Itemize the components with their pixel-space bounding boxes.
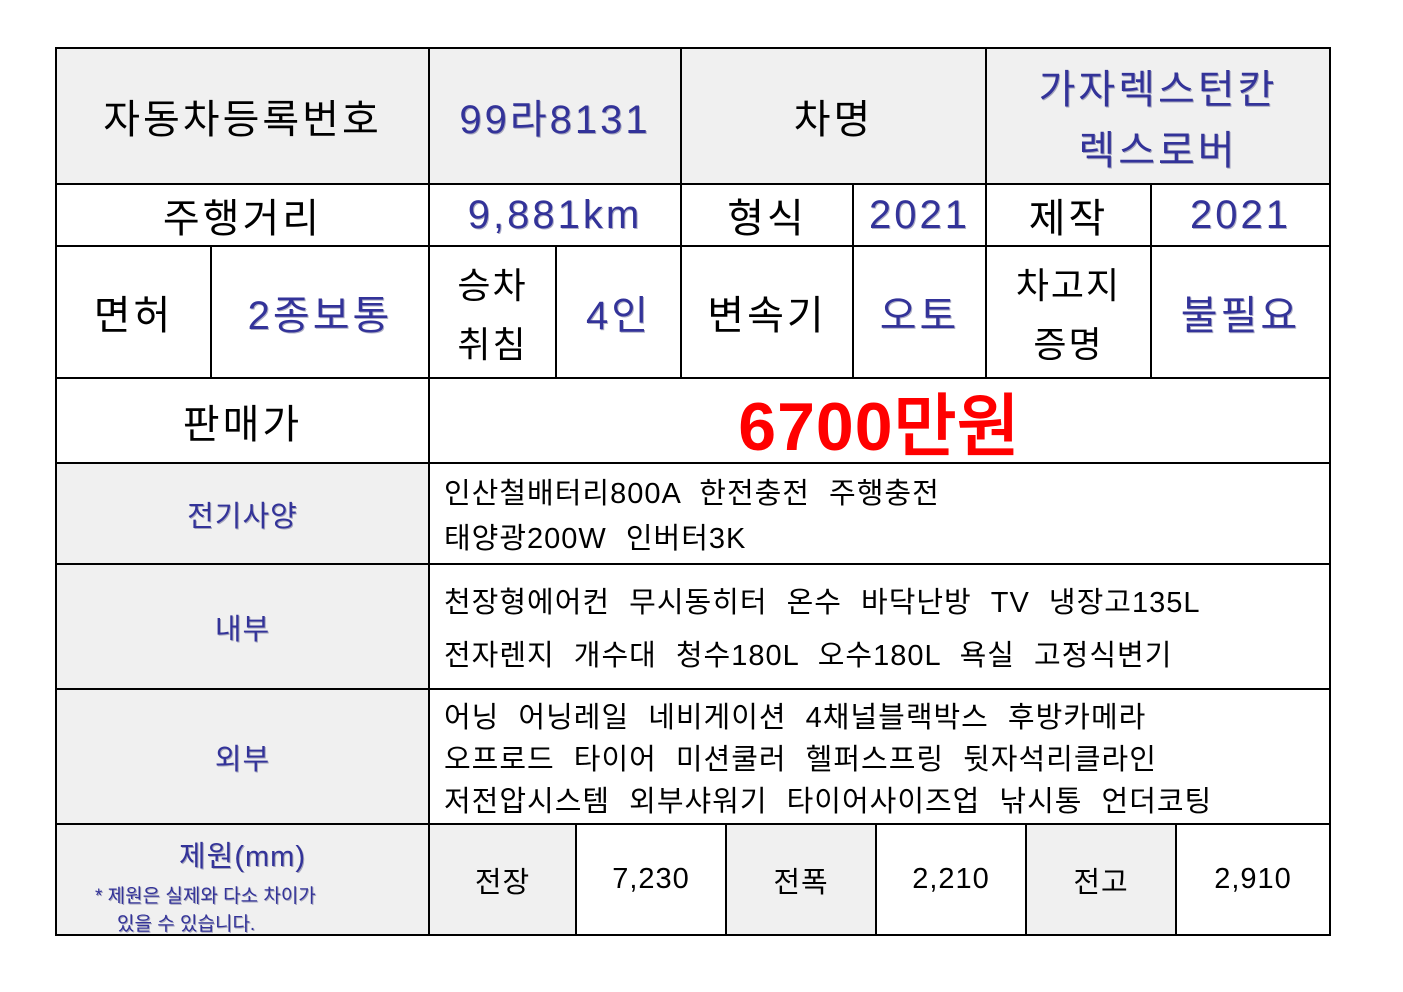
exterior-content: 어닝 어닝레일 네비게이션 4채널블랙박스 후방카메라 오프로드 타이어 미션쿨… xyxy=(430,690,1329,823)
manufacture-year-label: 제작 xyxy=(987,185,1152,245)
row-mileage-year: 주행거리 9,881km 형식 2021 제작 2021 xyxy=(57,185,1329,247)
interior-label: 내부 xyxy=(57,565,430,688)
model-year-value: 2021 xyxy=(854,185,987,245)
dimensions-note-line1: * 제원은 실제와 다소 차이가 xyxy=(95,886,316,907)
electrical-label: 전기사양 xyxy=(57,464,430,563)
row-dimensions: 제원(mm) * 제원은 실제와 다소 차이가 있을 수 있습니다. 전장 7,… xyxy=(57,825,1329,934)
garage-certificate-label: 차고지 증명 xyxy=(987,247,1152,377)
vehicle-spec-sheet: 자동차등록번호 99라8131 차명 가자렉스턴칸 렉스로버 주행거리 9,88… xyxy=(55,47,1331,936)
row-electrical: 전기사양 인산철배터리800A 한전충전 주행충전 태양광200W 인버터3K xyxy=(57,464,1329,565)
dimension-width-label: 전폭 xyxy=(727,825,877,934)
row-exterior: 외부 어닝 어닝레일 네비게이션 4채널블랙박스 후방카메라 오프로드 타이어 … xyxy=(57,690,1329,825)
mileage-value: 9,881km xyxy=(430,185,682,245)
dimension-length-value: 7,230 xyxy=(577,825,727,934)
license-value: 2종보통 xyxy=(212,247,430,377)
registration-value: 99라8131 xyxy=(430,49,682,183)
dimensions-note-line2: 있을 수 있습니다. xyxy=(117,913,256,934)
exterior-line1: 어닝 어닝레일 네비게이션 4채널블랙박스 후방카메라 xyxy=(444,702,1147,734)
interior-content: 천장형에어컨 무시동히터 온수 바닥난방 TV 냉장고135L 전자렌지 개수대… xyxy=(430,565,1329,688)
license-label: 면허 xyxy=(57,247,212,377)
seating-sleeping-value: 4인 xyxy=(557,247,682,377)
mileage-label: 주행거리 xyxy=(57,185,430,245)
dimension-height-label: 전고 xyxy=(1027,825,1177,934)
dimensions-title: 제원(mm) xyxy=(179,841,306,873)
vehicle-name-line1: 가자렉스턴칸 xyxy=(1038,67,1278,112)
transmission-value: 오토 xyxy=(854,247,987,377)
garage-label-line2: 증명 xyxy=(1033,323,1104,365)
electrical-line1: 인산철배터리800A 한전충전 주행충전 xyxy=(444,478,940,511)
transmission-label: 변속기 xyxy=(682,247,854,377)
vehicle-name-value: 가자렉스턴칸 렉스로버 xyxy=(987,49,1329,183)
interior-line2: 전자렌지 개수대 청수180L 오수180L 욕실 고정식변기 xyxy=(444,639,1173,672)
dimension-height-value: 2,910 xyxy=(1214,863,1292,895)
garage-label-line1: 차고지 xyxy=(1015,264,1122,306)
dimension-length-label: 전장 xyxy=(430,825,577,934)
exterior-line3: 저전압시스템 외부샤워기 타이어사이즈업 낚시통 언더코팅 xyxy=(444,786,1213,818)
vehicle-name-label: 차명 xyxy=(682,49,987,183)
exterior-label: 외부 xyxy=(57,690,430,823)
registration-label: 자동차등록번호 xyxy=(57,49,430,183)
interior-line1: 천장형에어컨 무시동히터 온수 바닥난방 TV 냉장고135L xyxy=(444,587,1201,620)
seating-label-line2: 취침 xyxy=(457,323,528,365)
dimension-width-value: 2,210 xyxy=(877,825,1027,934)
exterior-line2: 오프로드 타이어 미션쿨러 헬퍼스프링 뒷자석리클라인 xyxy=(444,744,1157,776)
price-value: 6700만원 xyxy=(738,389,1021,462)
electrical-content: 인산철배터리800A 한전충전 주행충전 태양광200W 인버터3K xyxy=(430,464,1329,563)
row-license-transmission: 면허 2종보통 승차 취침 4인 변속기 오토 차고지 증명 불필요 xyxy=(57,247,1329,379)
dimensions-note: * 제원은 실제와 다소 차이가 있을 수 있습니다. xyxy=(57,883,428,934)
seating-label-line1: 승차 xyxy=(457,264,528,306)
garage-certificate-value: 불필요 xyxy=(1180,294,1301,338)
row-price: 판매가 6700만원 xyxy=(57,379,1329,464)
electrical-line2: 태양광200W 인버터3K xyxy=(444,522,747,555)
row-registration: 자동차등록번호 99라8131 차명 가자렉스턴칸 렉스로버 xyxy=(57,49,1329,185)
row-interior: 내부 천장형에어컨 무시동히터 온수 바닥난방 TV 냉장고135L 전자렌지 … xyxy=(57,565,1329,690)
vehicle-name-line2: 렉스로버 xyxy=(1078,128,1238,173)
manufacture-year-value: 2021 xyxy=(1190,192,1291,237)
seating-sleeping-label: 승차 취침 xyxy=(430,247,557,377)
model-year-label: 형식 xyxy=(682,185,854,245)
dimensions-label-cell: 제원(mm) * 제원은 실제와 다소 차이가 있을 수 있습니다. xyxy=(57,825,430,934)
price-label: 판매가 xyxy=(57,379,430,462)
